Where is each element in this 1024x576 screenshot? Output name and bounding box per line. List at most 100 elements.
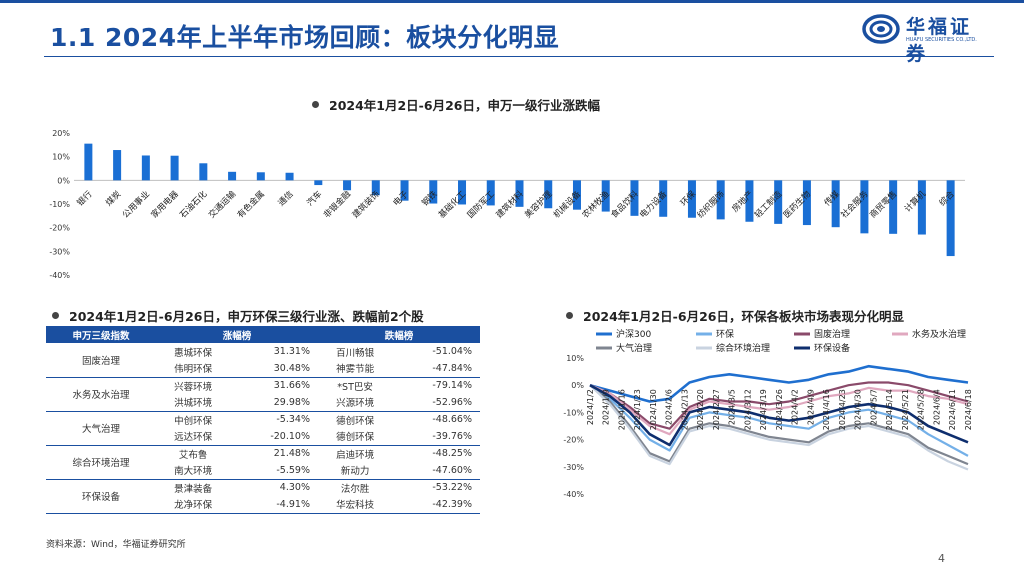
industry-bar <box>314 180 323 186</box>
industry-bar <box>630 180 639 216</box>
industry-bar <box>515 180 524 207</box>
industry-bar <box>228 171 237 181</box>
series-line <box>589 384 969 471</box>
line-y-tick-label: -20% <box>563 436 584 445</box>
line-y-tick-label: -10% <box>563 408 584 417</box>
legend-bg <box>694 329 786 341</box>
table-row: 大气治理 中创环保 -5.34% 德创环保 -48.66% <box>46 411 480 446</box>
bar-category-label: 家用电器 <box>149 188 181 220</box>
legend-label: 水务及水治理 <box>912 328 966 340</box>
table-category-cell: 综合环境治理 <box>46 445 156 480</box>
industry-bar <box>774 180 783 224</box>
industry-bar <box>831 180 840 228</box>
loser-name-cell: 启迪环境 <box>336 449 375 461</box>
industry-bar <box>285 172 294 181</box>
table-row: 洪城环境 29.98% 兴源环境 -52.96% <box>46 394 480 412</box>
industry-bar <box>371 180 380 196</box>
industry-bar-chart: 20% 10% 0% -10% -20% -30% -40% 银行 煤炭公用事业家用电器石油石化… <box>49 129 965 280</box>
loser-change-cell: -39.76% <box>392 428 480 446</box>
industry-bar <box>256 172 265 181</box>
table-header-row: 申万三级指数 涨幅榜 跌幅榜 <box>46 326 480 343</box>
industry-bar <box>745 180 754 222</box>
bar-category-label: 公用事业 <box>120 189 152 221</box>
gainer-name-cell: 兴蓉环境 <box>174 381 213 393</box>
logo-en-text: HUAFU SECURITIES CO.,LTD. <box>906 37 977 43</box>
bar-y-tick-label: -40% <box>49 271 70 280</box>
table-category-cell: 大气治理 <box>46 411 156 446</box>
loser-name-cell: *ST巴安 <box>337 381 373 393</box>
loser-change-cell: -79.14% <box>432 380 472 392</box>
legend-bg <box>890 329 978 341</box>
page-title: 1.1 2024年上半年市场回顾：板块分化明显 <box>50 23 560 52</box>
industry-bar <box>141 155 150 181</box>
loser-change-cell: -47.60% <box>392 462 480 480</box>
stock-ranking-table: 申万三级指数 涨幅榜 跌幅榜 固废治理 惠城环保 31.31% 百川畅银 -51.04%… <box>46 326 480 514</box>
gainer-name-cell: 龙净环保 <box>156 496 231 514</box>
industry-bar <box>687 180 696 218</box>
line-x-tick-label: 2024/3/26 <box>775 389 784 430</box>
gainer-change-cell: -4.91% <box>230 496 318 514</box>
gainer-name-cell: 伟明环保 <box>156 360 231 378</box>
industry-bar <box>716 180 725 220</box>
gainer-change-cell: 31.31% <box>273 346 310 357</box>
table-category-cell: 水务及水治理 <box>46 377 156 412</box>
logo-cn-text: 华福证券 <box>906 16 973 65</box>
loser-name-cell: 神雾节能 <box>317 360 393 378</box>
industry-bar <box>544 180 553 209</box>
line-x-tick-label: 2024/3/19 <box>759 389 768 430</box>
source-note: 资料来源：Wind，华福证券研究所 <box>46 540 186 550</box>
line-y-tick-label: 0% <box>571 381 584 390</box>
legend-label: 环保 <box>716 328 734 340</box>
line-x-tick-label: 2024/2/13 <box>681 389 690 430</box>
gainer-name-cell: 惠城环保 <box>174 347 213 359</box>
industry-bar <box>889 180 898 234</box>
col-header-gainers: 涨幅榜 <box>156 326 318 343</box>
gainer-name-cell: 艾布鲁 <box>178 449 208 461</box>
industry-bar <box>486 180 495 206</box>
bar-category-label: 建筑装饰 <box>350 188 382 220</box>
legend-label: 环保设备 <box>814 342 850 354</box>
table-row: 伟明环保 30.48% 神雾节能 -47.84% <box>46 360 480 378</box>
bar-category-label: 有色金属 <box>235 189 267 221</box>
company-logo: 华福证券 HUAFU SECURITIES CO.,LTD. <box>862 12 992 65</box>
gainer-name-cell: 南大环境 <box>156 462 231 480</box>
loser-name-cell: 德创环保 <box>317 428 393 446</box>
industry-bar <box>170 155 179 181</box>
table-row: 南大环境 -5.59% 新动力 -47.60% <box>46 462 480 480</box>
line-x-tick-label: 2024/4/2 <box>791 389 800 425</box>
table-title: 2024年1月2日-6月26日，申万环保三级行业涨、跌幅前2个股 <box>52 306 424 325</box>
loser-name-cell: 华宏科技 <box>317 496 393 514</box>
loser-change-cell: -48.66% <box>432 414 472 426</box>
gainer-name-cell: 中创环保 <box>174 415 213 427</box>
loser-name-cell: 德创环保 <box>336 415 375 427</box>
industry-bar <box>946 180 955 257</box>
line-y-tick-label: -40% <box>563 490 584 499</box>
bullet-dot-icon <box>312 101 319 108</box>
industry-bar <box>659 180 668 217</box>
legend-label: 沪深300 <box>616 328 651 340</box>
col-header-losers: 跌幅榜 <box>317 326 480 343</box>
bullet-dot-icon <box>52 312 59 319</box>
industry-bar <box>860 180 869 234</box>
bar-category-label: 通信 <box>276 188 296 208</box>
industry-bar <box>802 180 811 226</box>
series-line <box>589 364 969 403</box>
line-y-tick-label: 10% <box>566 354 584 363</box>
line-x-tick-label: 2024/1/16 <box>618 389 627 430</box>
page-number: 4 <box>938 552 945 565</box>
industry-bar <box>429 180 438 204</box>
line-x-tick-label: 2024/3/5 <box>728 389 737 425</box>
line-x-tick-label: 2024/6/18 <box>964 389 973 430</box>
bar-chart-title: 2024年1月2日-6月26日，申万一级行业涨跌幅 <box>312 95 600 114</box>
legend-label: 综合环境治理 <box>716 342 770 354</box>
line-x-tick-label: 2024/1/23 <box>633 389 642 430</box>
legend-label: 大气治理 <box>616 342 652 354</box>
bar-category-label: 汽车 <box>305 189 325 209</box>
series-line <box>589 384 969 436</box>
line-x-tick-label: 2024/4/23 <box>838 389 847 430</box>
series-line <box>589 381 969 430</box>
line-x-tick-label: 2024/6/11 <box>948 389 957 430</box>
table-category-cell: 固废治理 <box>46 343 156 378</box>
bar-category-label: 非银金融 <box>321 188 353 220</box>
line-x-tick-label: 2024/5/21 <box>901 389 910 430</box>
